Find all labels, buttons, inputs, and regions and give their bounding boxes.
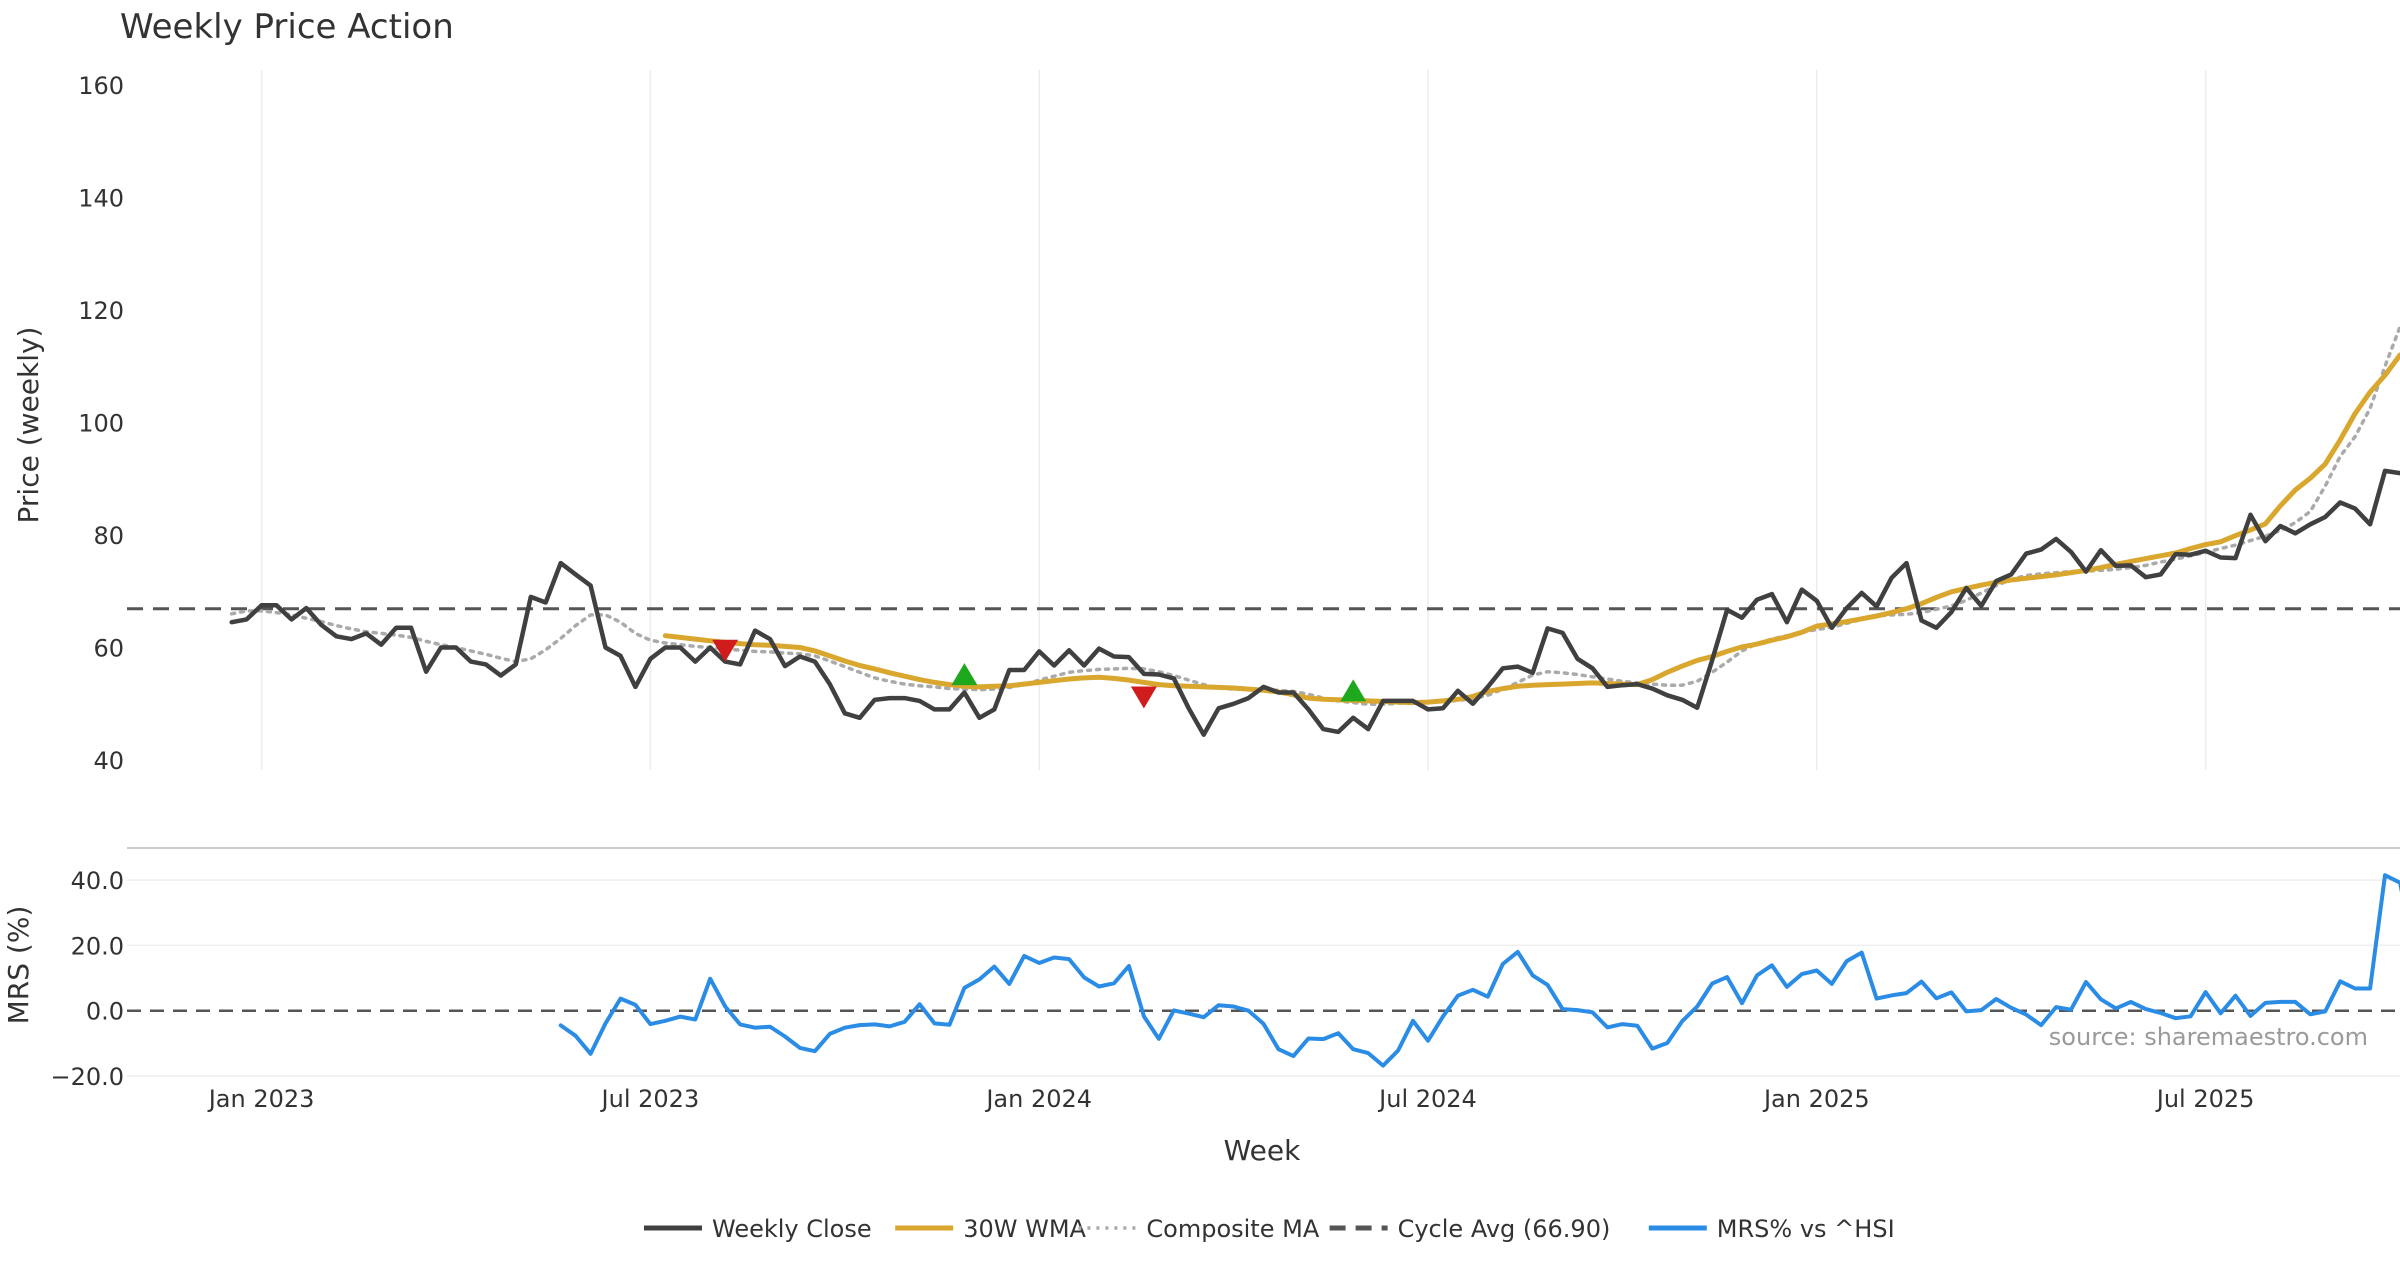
chart-title: Weekly Price Action — [120, 7, 454, 47]
30w-wma-series-line — [662, 352, 2400, 706]
x-axis-label: Week — [1224, 1134, 1301, 1167]
weekly-close-series-line — [229, 468, 2400, 737]
price-y-tick-label: 80 — [93, 522, 124, 550]
mrs-y-tick-label: 40.0 — [71, 867, 124, 895]
legend-item-label: Cycle Avg (66.90) — [1398, 1215, 1611, 1243]
mrs-y-tick-label: 20.0 — [71, 932, 124, 960]
source-note: source: sharemaestro.com — [2049, 1023, 2368, 1051]
price-y-tick-label: 160 — [78, 72, 124, 100]
price-grid — [260, 70, 2207, 770]
buy-signal-marker — [951, 663, 978, 686]
x-tick-label: Jul 2024 — [1377, 1085, 1477, 1113]
legend-item-label: MRS% vs ^HSI — [1717, 1215, 1895, 1243]
x-tick-label: Jul 2025 — [2155, 1085, 2255, 1113]
sell-signal-marker — [1130, 686, 1157, 709]
x-tick-label: Jan 2025 — [1762, 1085, 1870, 1113]
price-y-tick-label: 120 — [78, 297, 124, 325]
mrs-y-tick-label: 0.0 — [86, 998, 124, 1026]
legend-item-label: Composite MA — [1146, 1215, 1319, 1243]
mrs-grid — [127, 847, 2400, 1077]
legend-item-label: 30W WMA — [963, 1215, 1086, 1243]
price-y-axis-label: Price (weekly) — [12, 327, 45, 524]
x-tick-label: Jan 2023 — [207, 1085, 315, 1113]
series-lines — [127, 323, 2400, 1068]
price-y-tick-label: 40 — [93, 747, 124, 775]
composite-ma-series-line — [229, 323, 2400, 707]
price-y-tick-label: 100 — [78, 410, 124, 438]
signal-markers — [712, 639, 1367, 709]
x-tick-label: Jan 2024 — [984, 1085, 1092, 1113]
legend: Weekly Close 30W WMA Composite MA Cycle Avg… — [644, 1215, 1895, 1243]
sell-signal-marker — [712, 639, 739, 662]
mrs-y-axis-label: MRS (%) — [2, 906, 35, 1025]
mrs-y-tick-label: −20.0 — [50, 1063, 124, 1091]
price-y-tick-label: 60 — [93, 635, 124, 663]
price-y-tick-label: 140 — [78, 185, 124, 213]
mrs-vs-hsi-series-line — [558, 873, 2400, 1068]
axis-ticks: 40 60 80 100 120 140 160 −20.0 0.0 20.0 40.0 Jan 20… — [50, 72, 2254, 1113]
buy-signal-marker — [1340, 679, 1367, 702]
legend-item-label: Weekly Close — [712, 1215, 872, 1243]
x-tick-label: Jul 2023 — [600, 1085, 700, 1113]
